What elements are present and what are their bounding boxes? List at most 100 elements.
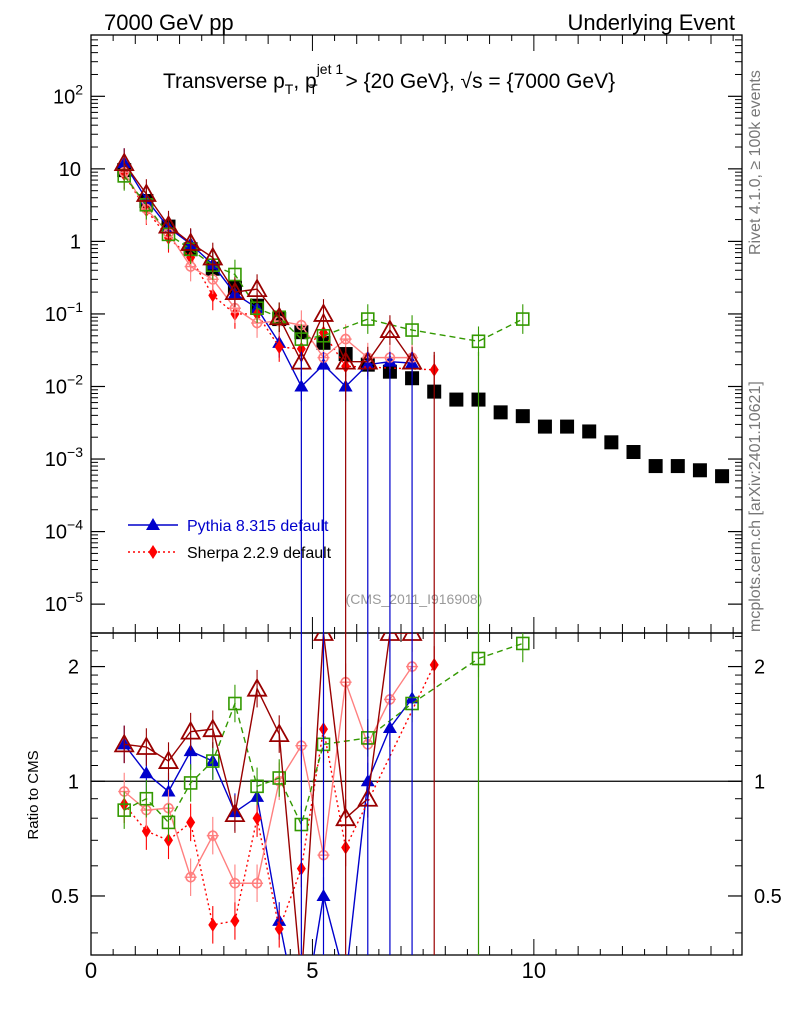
ratio-series-group bbox=[113, 633, 530, 986]
main-ytick-label: 10−1 bbox=[45, 299, 83, 326]
title-sub2: T bbox=[309, 81, 318, 97]
point-herwig-green bbox=[471, 334, 486, 349]
main-ytick-label: 10 bbox=[59, 159, 81, 181]
point-epos-dark-red bbox=[224, 281, 246, 301]
ratio-line-pythia-8-alt-pink bbox=[123, 666, 413, 884]
point-sherpa-2-2-9-default bbox=[208, 288, 218, 303]
legend: Pythia 8.315 default Sherpa 2.2.9 default bbox=[128, 518, 332, 562]
ratio-axis-ticks: 0.5 0.5 1 1 2 2 bbox=[51, 635, 782, 934]
ratio-point-pythia-8-315-default bbox=[339, 974, 353, 986]
ratio-ytick-label: 1 bbox=[68, 771, 79, 793]
point-herwig-green bbox=[515, 312, 530, 326]
point-cms-data bbox=[560, 419, 575, 434]
main-ytick-label: 10−3 bbox=[45, 444, 83, 471]
ratio-point-pythia-8-alt-pink bbox=[206, 829, 219, 842]
ratio-point-epos-dark-red bbox=[246, 677, 268, 697]
ratio-point-pythia-8-315-default bbox=[139, 766, 154, 779]
x-axis-ticks: 0 5 10 bbox=[85, 35, 734, 983]
ratio-point-herwig-green bbox=[139, 791, 154, 806]
ratio-point-herwig-green bbox=[515, 636, 530, 651]
ratio-point-sherpa-2-2-9-default bbox=[252, 811, 262, 826]
point-cms-data bbox=[604, 435, 619, 450]
ratio-point-epos-dark-red bbox=[135, 736, 157, 755]
point-herwig-green bbox=[294, 332, 309, 346]
point-sherpa-2-2-9-default bbox=[274, 340, 284, 355]
main-ytick-exponent: −2 bbox=[67, 371, 83, 387]
legend-marker bbox=[146, 518, 160, 530]
ratio-point-herwig-green bbox=[205, 754, 220, 768]
main-ytick-exponent: −1 bbox=[67, 299, 83, 315]
main-ytick-exponent: 2 bbox=[75, 81, 83, 97]
point-epos-dark-red bbox=[202, 246, 224, 266]
point-epos-dark-red bbox=[246, 278, 268, 298]
ratio-ytick-label: 0.5 bbox=[51, 886, 79, 908]
ratio-point-herwig-green bbox=[250, 779, 264, 794]
series-line-herwig-green bbox=[123, 175, 524, 343]
point-herwig-green bbox=[360, 312, 375, 326]
point-epos-dark-red bbox=[312, 303, 335, 322]
series-line-epos-dark-red bbox=[123, 162, 413, 364]
main-frame bbox=[90, 34, 743, 634]
ratio-point-epos-dark-red bbox=[268, 723, 290, 742]
main-series-group bbox=[113, 148, 730, 633]
header-right: Underlying Event bbox=[567, 10, 735, 35]
point-epos-dark-red bbox=[157, 214, 180, 234]
ratio-line-pythia-8-315-default bbox=[123, 697, 413, 955]
header-left: 7000 GeV pp bbox=[104, 10, 234, 35]
point-pythia-8-alt-pink bbox=[339, 333, 352, 346]
ratio-ytick-label-right: 0.5 bbox=[754, 886, 782, 908]
title-part3: > {20 GeV}, √s = {7000 GeV} bbox=[340, 70, 615, 93]
point-epos-dark-red bbox=[379, 319, 401, 338]
legend-label: Pythia 8.315 default bbox=[187, 518, 329, 535]
ratio-frame bbox=[90, 632, 743, 956]
point-cms-data bbox=[515, 409, 530, 424]
ratio-point-sherpa-2-2-9-default bbox=[141, 824, 151, 839]
ratio-point-herwig-green bbox=[228, 696, 242, 711]
legend-entry: Sherpa 2.2.9 default bbox=[128, 545, 332, 562]
main-ytick-label: 10−2 bbox=[45, 371, 83, 398]
rivet-label: Rivet 4.1.0, ≥ 100k events bbox=[747, 70, 764, 255]
ratio-point-herwig-green bbox=[161, 815, 176, 830]
point-epos-dark-red bbox=[180, 232, 202, 251]
point-epos-dark-red bbox=[268, 306, 290, 326]
ratio-point-sherpa-2-2-9-default bbox=[208, 917, 218, 932]
main-ytick-exponent: −4 bbox=[67, 517, 83, 533]
ratio-point-pythia-8-alt-pink bbox=[184, 871, 197, 884]
ratio-point-sherpa-2-2-9-default bbox=[186, 815, 196, 830]
main-axis-ticks: 102 10 1 10−1 10−2 10−3 10−4 10−5 bbox=[45, 34, 742, 616]
point-cms-data bbox=[449, 392, 464, 407]
x-tick-label: 5 bbox=[306, 958, 318, 983]
ratio-point-pythia-8-alt-pink bbox=[251, 877, 264, 890]
ratio-ytick-label-right: 2 bbox=[754, 657, 765, 679]
ratio-point-sherpa-2-2-9-default bbox=[230, 913, 240, 928]
point-cms-data bbox=[692, 463, 707, 478]
ratio-point-epos-dark-red bbox=[180, 720, 202, 740]
title-part1: Transverse p bbox=[163, 70, 285, 93]
point-cms-data bbox=[537, 419, 552, 434]
point-herwig-green bbox=[316, 328, 331, 343]
main-ytick-label: 10−5 bbox=[45, 589, 83, 616]
x-tick-label: 0 bbox=[85, 958, 97, 983]
point-cms-data bbox=[493, 405, 508, 420]
ratio-ylabel: Ratio to CMS bbox=[25, 750, 42, 839]
mcplots-label: mcplots.cern.ch [arXiv:2401.10621] bbox=[747, 381, 764, 632]
ratio-ytick-label-right: 1 bbox=[754, 771, 765, 793]
ratio-point-epos-dark-red bbox=[113, 733, 135, 753]
point-epos-dark-red bbox=[135, 183, 157, 202]
ratio-point-herwig-green bbox=[272, 771, 287, 785]
main-ytick-label: 102 bbox=[53, 81, 83, 108]
legend-entry: Pythia 8.315 default bbox=[128, 518, 329, 535]
point-cms-data bbox=[582, 424, 597, 439]
legend-marker bbox=[148, 545, 158, 559]
title-sup2: jet 1 bbox=[316, 61, 344, 77]
point-herwig-green bbox=[405, 323, 419, 337]
main-ytick-exponent: −3 bbox=[67, 444, 83, 460]
ratio-point-herwig-green bbox=[117, 803, 132, 817]
point-cms-data bbox=[648, 459, 663, 474]
main-ytick-exponent: −5 bbox=[67, 589, 83, 605]
ratio-ytick-label: 2 bbox=[68, 657, 79, 679]
x-tick-label: 10 bbox=[522, 958, 546, 983]
ratio-point-herwig-green bbox=[183, 776, 198, 790]
